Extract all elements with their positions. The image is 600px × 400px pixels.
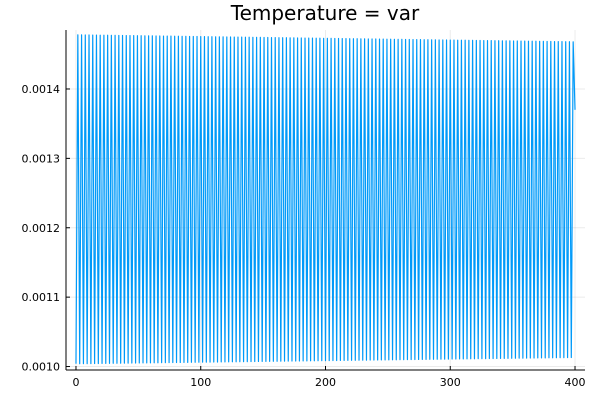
x-tick-label: 300 <box>440 376 461 389</box>
chart-title: Temperature = var <box>230 1 420 25</box>
y-tick-label: 0.0011 <box>22 291 61 304</box>
y-tick-label: 0.0010 <box>22 361 61 374</box>
x-tick-label: 100 <box>190 376 211 389</box>
x-tick-label: 400 <box>565 376 586 389</box>
series-layer <box>75 34 576 365</box>
series-line <box>75 34 576 365</box>
y-tick-label: 0.0012 <box>22 222 61 235</box>
axes: 0 100 200 300 400 0.0010 0.0011 0.0012 0.0013 0.0… <box>22 30 586 389</box>
y-tick-label: 0.0014 <box>22 83 61 96</box>
x-tick-label: 0 <box>72 376 79 389</box>
y-tick-label: 0.0013 <box>22 152 61 165</box>
x-tick-label: 200 <box>315 376 336 389</box>
